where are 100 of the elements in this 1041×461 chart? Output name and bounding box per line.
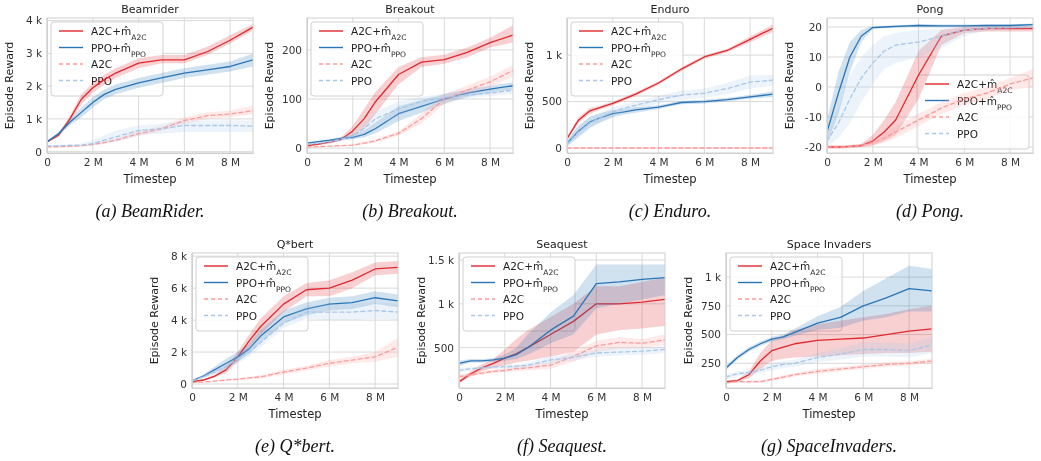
legend-label: PPO+m̂$_{PPO}$ xyxy=(956,94,1012,111)
legend-label: PPO+m̂$_{PPO}$ xyxy=(769,276,825,293)
x-tick-label: 2 M xyxy=(603,156,623,169)
x-tick-label: 6 M xyxy=(853,391,873,404)
chart-title: Q*bert xyxy=(276,238,314,251)
x-axis-title: Timestep xyxy=(121,172,177,186)
line-series xyxy=(725,328,932,383)
x-tick-label: 6 M xyxy=(586,391,606,404)
legend-label: PPO+m̂$_{PPO}$ xyxy=(90,41,146,58)
x-tick-label: 4 M xyxy=(129,156,149,169)
line-series xyxy=(191,346,398,384)
x-tick-label: 2 M xyxy=(762,391,782,404)
x-tick-label: 4 M xyxy=(909,156,929,169)
y-tick-label: 1.5 k xyxy=(427,253,455,266)
chart-title: Enduro xyxy=(650,3,690,16)
x-tick-label: 2 M xyxy=(495,391,515,404)
legend-label: A2C xyxy=(350,58,372,70)
x-tick-label: 2 M xyxy=(863,156,883,169)
x-tick-label: 4 M xyxy=(541,391,561,404)
y-tick-label: 0 xyxy=(294,141,302,154)
x-axis-title: Timestep xyxy=(266,407,322,421)
x-tick-label: 2 M xyxy=(343,156,363,169)
x-axis-title: Timestep xyxy=(800,407,856,421)
text: (f) Seaquest. xyxy=(516,436,607,457)
text: (c) Enduro. xyxy=(628,201,711,222)
x-axis-title: Timestep xyxy=(901,172,957,186)
y-tick-label: 0 xyxy=(34,145,42,158)
text: (a) BeamRider. xyxy=(95,201,204,222)
legend-label: PPO+m̂$_{PPO}$ xyxy=(235,276,291,293)
legend-label: A2C xyxy=(956,111,978,123)
x-axis-title: Timestep xyxy=(381,172,437,186)
x-tick-label: 8 M xyxy=(480,156,500,169)
x-tick-label: 2 M xyxy=(228,391,248,404)
legend-label: PPO+m̂$_{PPO}$ xyxy=(350,41,406,58)
legend-label: PPO xyxy=(610,74,632,87)
x-tick-label: 4 M xyxy=(274,391,294,404)
y-tick-label: 1 k xyxy=(437,297,455,310)
y-axis-title: Episode Reward xyxy=(522,41,536,130)
y-tick-label: 1 k xyxy=(545,49,563,61)
chart-title: Beamrider xyxy=(120,3,179,16)
y-tick-label: 0 xyxy=(554,141,562,154)
x-tick-label: 6 M xyxy=(174,156,194,169)
legend-label: A2C+m̂$_{A2C}$ xyxy=(90,25,146,42)
y-axis-title: Episode Reward xyxy=(147,276,161,365)
legend-label: PPO xyxy=(956,127,978,140)
text: (e) Q*bert. xyxy=(254,436,335,457)
y-axis-title: Episode Reward xyxy=(681,276,695,365)
y-axis-title: Episode Reward xyxy=(2,41,16,130)
x-tick-label: 0 xyxy=(563,156,571,169)
legend-label: A2C+m̂$_{A2C}$ xyxy=(502,260,558,277)
y-tick-label: 4 k xyxy=(25,14,43,27)
y-axis-title: Episode Reward xyxy=(414,276,428,365)
legend-label: PPO xyxy=(502,309,524,322)
y-tick-label: 2 k xyxy=(170,345,188,358)
y-tick-label: 1 k xyxy=(704,270,722,283)
y-tick-label: 100 xyxy=(281,92,302,105)
x-tick-label: 4 M xyxy=(808,391,828,404)
legend-label: A2C+m̂$_{A2C}$ xyxy=(956,78,1012,95)
y-tick-label: 6 k xyxy=(170,282,188,295)
y-tick-label: 750 xyxy=(700,299,721,312)
y-tick-label: 500 xyxy=(433,341,454,354)
legend-label: PPO xyxy=(235,309,257,322)
y-tick-label: 1 k xyxy=(25,112,43,125)
legend-label: PPO+m̂$_{PPO}$ xyxy=(610,41,666,58)
x-tick-label: 0 xyxy=(823,156,831,169)
legend-label: PPO xyxy=(769,309,791,322)
x-tick-label: 0 xyxy=(722,391,730,404)
y-tick-label: 200 xyxy=(281,43,302,56)
legend-label: PPO+m̂$_{PPO}$ xyxy=(502,276,558,293)
x-tick-label: 2 M xyxy=(83,156,103,169)
y-tick-label: 8 k xyxy=(170,250,188,263)
legend-label: PPO xyxy=(350,74,372,87)
y-tick-label: 0 xyxy=(814,80,822,93)
y-tick-label: 10 xyxy=(808,50,822,63)
y-tick-label: -20 xyxy=(804,140,822,153)
legend-label: A2C xyxy=(235,293,257,305)
x-tick-label: 0 xyxy=(303,156,311,169)
chart-title: Space Invaders xyxy=(786,238,872,251)
y-tick-label: 500 xyxy=(700,328,721,341)
legend-label: A2C xyxy=(90,58,112,70)
y-tick-label: 2 k xyxy=(25,80,43,93)
x-axis-title: Timestep xyxy=(641,172,697,186)
legend-label: A2C+m̂$_{A2C}$ xyxy=(235,260,291,277)
legend-label: A2C xyxy=(610,58,632,70)
x-tick-label: 0 xyxy=(455,391,463,404)
y-tick-label: 0 xyxy=(179,377,187,390)
y-tick-label: -10 xyxy=(804,110,822,123)
legend-label: A2C+m̂$_{A2C}$ xyxy=(610,25,666,42)
text: (d) Pong. xyxy=(895,201,964,222)
text: (b) Breakout. xyxy=(361,201,458,222)
y-axis-title: Episode Reward xyxy=(262,41,276,130)
x-tick-label: 8 M xyxy=(899,391,919,404)
x-tick-label: 8 M xyxy=(740,156,760,169)
x-tick-label: 4 M xyxy=(389,156,409,169)
x-tick-label: 0 xyxy=(188,391,196,404)
x-tick-label: 0 xyxy=(43,156,51,169)
y-axis-title: Episode Reward xyxy=(782,41,796,130)
y-tick-label: 500 xyxy=(541,95,562,108)
text: (g) SpaceInvaders. xyxy=(760,436,897,457)
y-tick-label: 250 xyxy=(700,357,721,370)
